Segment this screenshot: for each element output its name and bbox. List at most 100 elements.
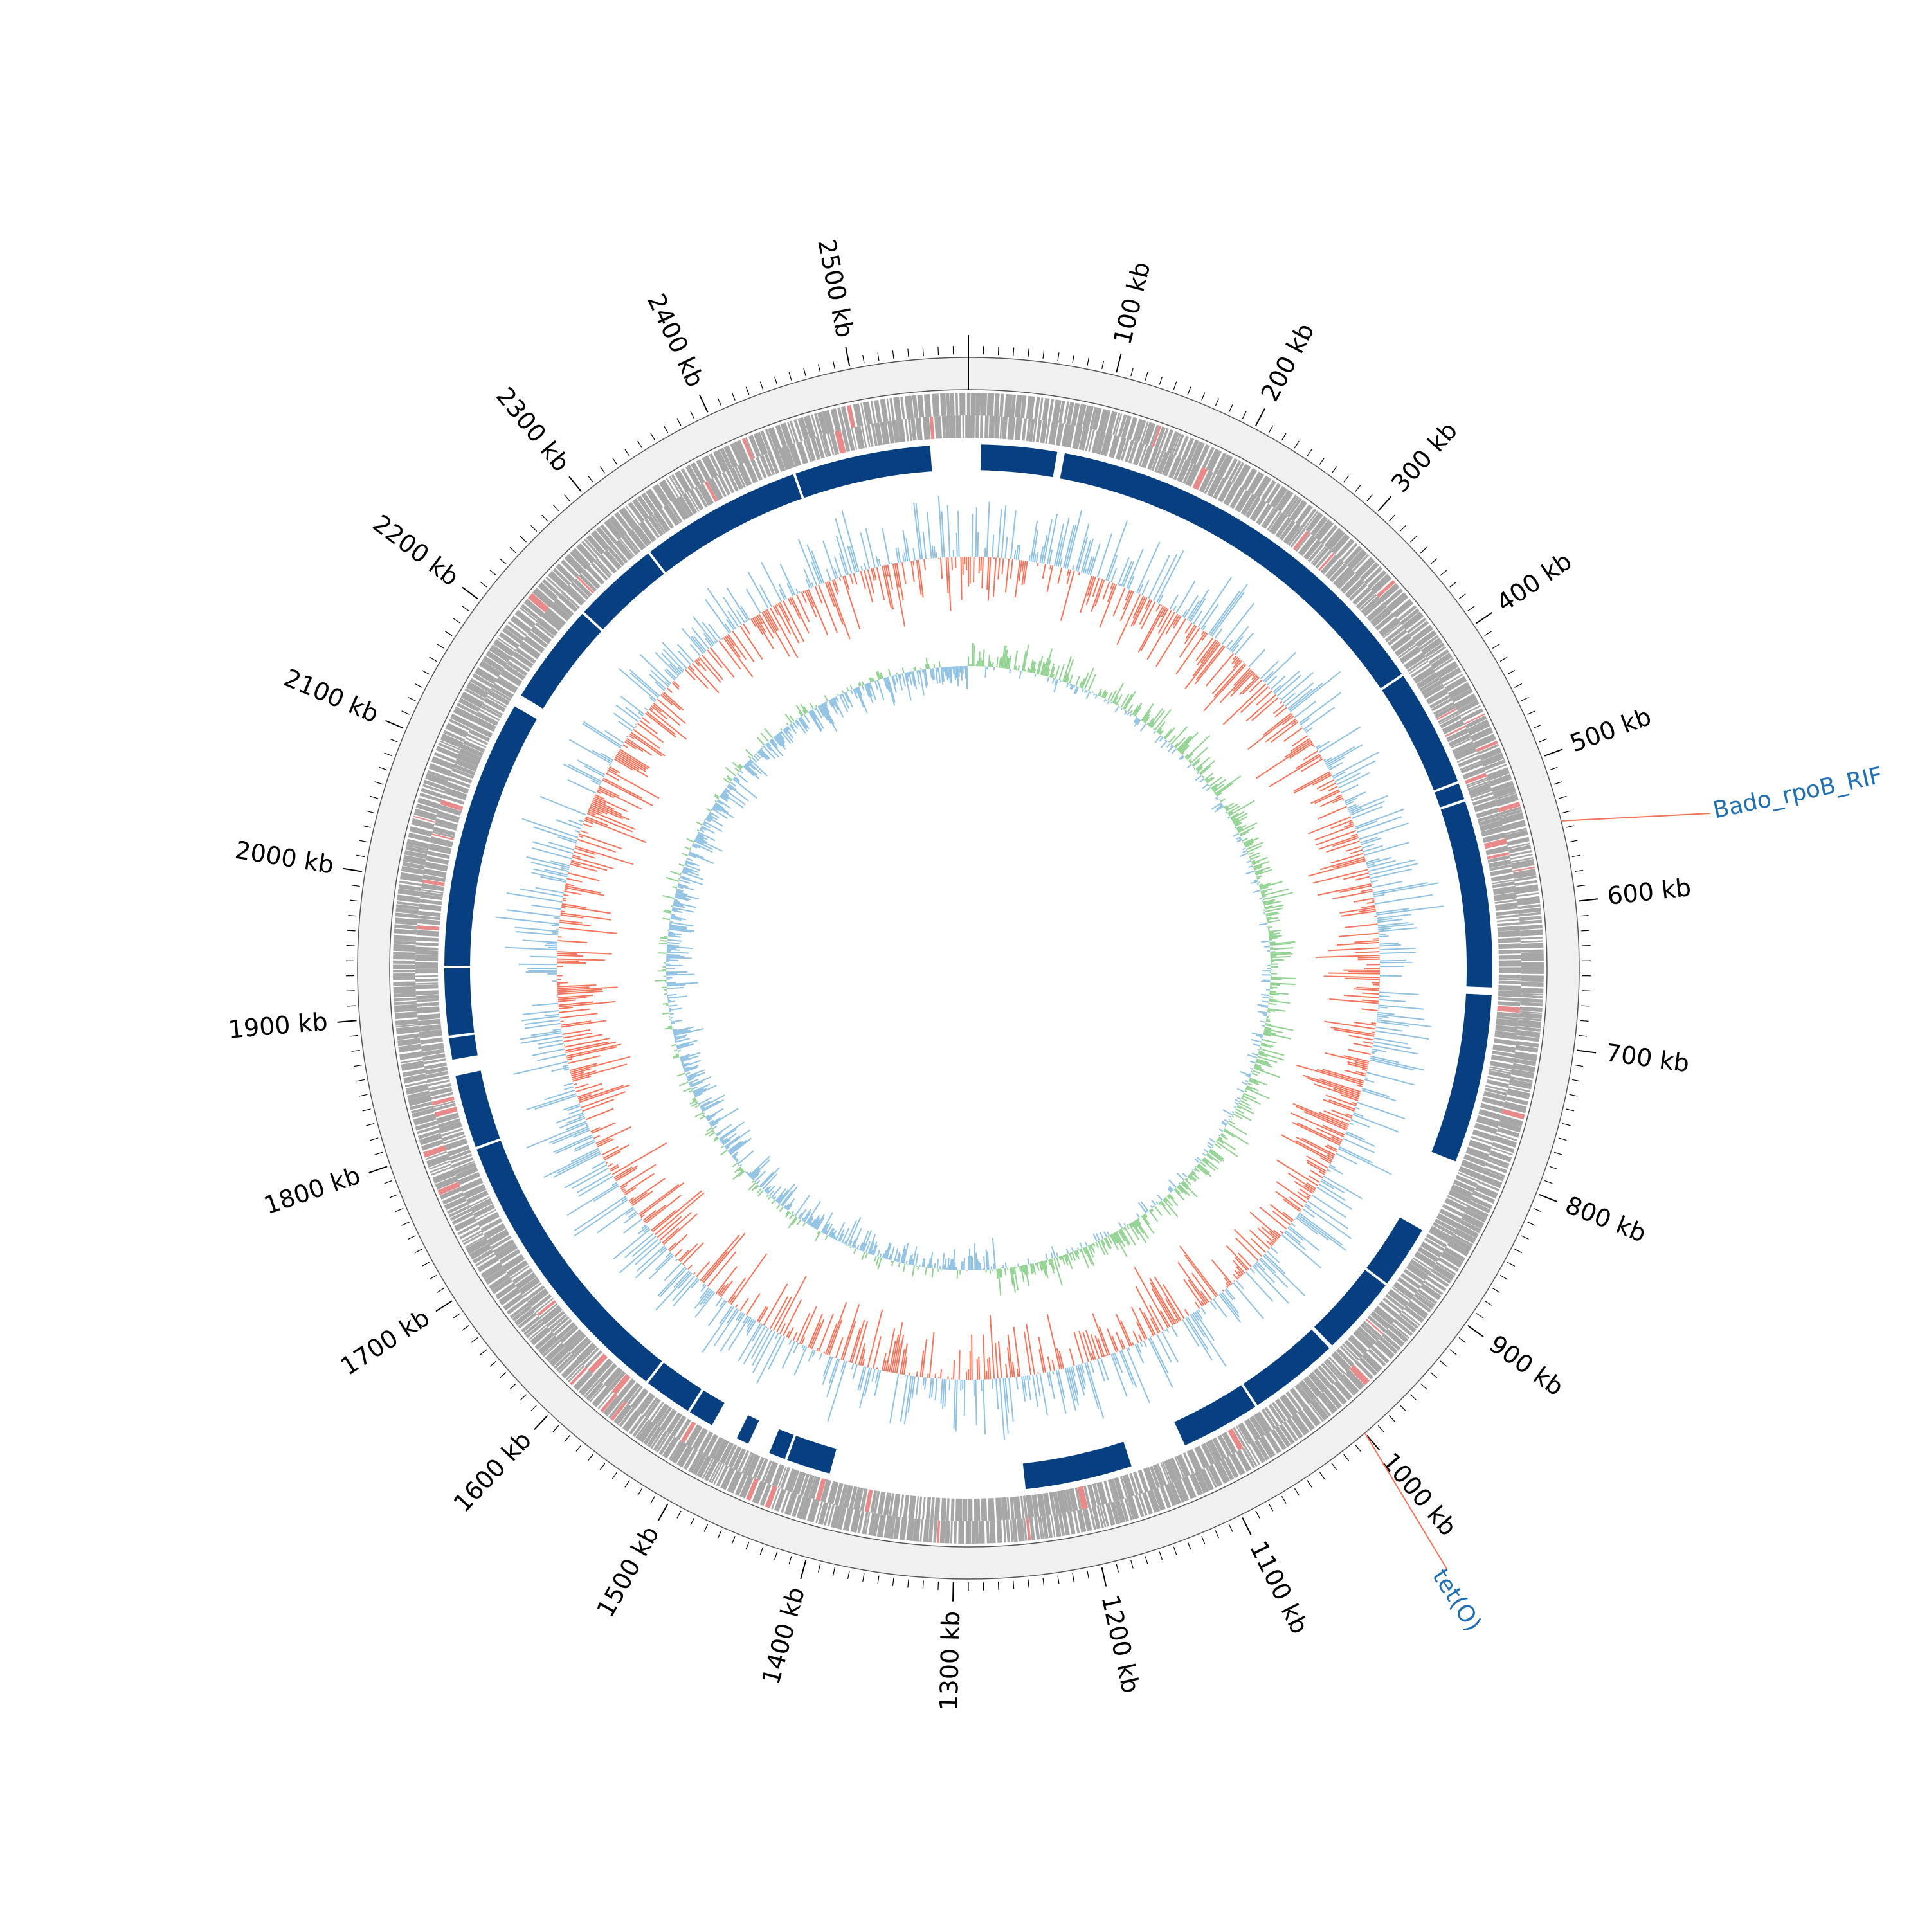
gc-skew-bar	[1086, 691, 1087, 693]
gc-content-bar	[523, 940, 558, 942]
gc-content-bar	[977, 532, 978, 557]
gc-content-bar	[646, 713, 676, 737]
gc-skew-bar	[1269, 994, 1279, 995]
gc-content-bar	[1355, 952, 1380, 953]
gc-content-bar	[1195, 647, 1225, 685]
gc-skew-bar	[1228, 817, 1230, 818]
minor-tick	[445, 631, 452, 636]
gc-skew-bar	[777, 1204, 780, 1208]
tick-label: 2100 kb	[280, 664, 383, 728]
minor-tick	[1566, 826, 1575, 827]
gc-content-bar	[1157, 550, 1184, 602]
gc-skew-bar	[746, 750, 753, 757]
gc-skew-bar	[677, 1073, 685, 1076]
gc-content-bar	[728, 1278, 745, 1303]
gc-content-bar	[1166, 1329, 1168, 1333]
gc-content-bar	[1320, 757, 1321, 758]
cds-feature	[416, 990, 439, 995]
gc-skew-bar	[1025, 669, 1026, 671]
blast-block	[981, 444, 1057, 477]
gc-content-bar	[956, 1380, 957, 1432]
gc-skew-bar	[690, 848, 691, 849]
gc-content-bar	[945, 1379, 946, 1407]
cds-feature	[394, 925, 417, 930]
gc-content-bar	[1185, 1255, 1217, 1297]
minor-tick	[363, 1109, 371, 1111]
gc-skew-bar	[689, 1091, 693, 1092]
gc-content-bar	[577, 839, 615, 852]
gc-skew-bar	[768, 1196, 771, 1199]
gc-skew-bar	[1036, 1263, 1037, 1265]
cds-feature	[946, 1498, 950, 1521]
cds-feature	[975, 415, 979, 438]
minor-tick	[356, 1079, 365, 1081]
gc-content-bar	[554, 1153, 601, 1177]
gc-content-bar	[1002, 505, 1006, 558]
gc-content-bar	[1363, 1042, 1373, 1043]
gc-skew-bar	[1262, 1001, 1269, 1002]
gc-skew-bar	[1082, 673, 1089, 688]
minor-tick	[1319, 1472, 1324, 1479]
cds-feature	[900, 1495, 904, 1517]
gc-content-bar	[1375, 895, 1433, 904]
gc-content-bar	[815, 586, 822, 603]
gc-skew-bar	[1204, 1149, 1208, 1152]
gc-content-bar	[955, 557, 956, 568]
minor-tick	[1307, 1480, 1312, 1487]
cds-feature	[988, 416, 995, 438]
gc-content-bar	[981, 1380, 982, 1391]
cds-feature	[1498, 990, 1521, 997]
cds-feature	[1497, 1006, 1520, 1013]
gc-content-bar	[1288, 689, 1312, 709]
gc-content-bar	[565, 889, 567, 890]
gc-skew-bar	[679, 864, 684, 866]
gc-content-bar	[913, 548, 914, 561]
minor-tick	[1554, 782, 1562, 784]
gc-content-bar	[1050, 565, 1051, 569]
gc-skew-bar	[752, 1181, 754, 1182]
gc-content-bar	[1371, 1052, 1375, 1053]
cds-feature	[922, 1497, 926, 1519]
gc-skew-bar	[851, 685, 852, 689]
gc-content-bar	[913, 561, 914, 566]
minor-tick	[1058, 352, 1059, 361]
cds-feature	[967, 393, 968, 415]
tick-label: 1800 kb	[260, 1161, 364, 1220]
gc-skew-bar	[712, 1126, 716, 1129]
minor-tick	[1562, 811, 1571, 813]
gc-content-bar	[1298, 1192, 1309, 1200]
gc-content-bar	[1192, 1314, 1226, 1366]
gc-skew-bar	[1051, 1252, 1053, 1258]
gc-content-bar	[1147, 612, 1175, 660]
gc-skew-bar	[1046, 1254, 1047, 1260]
minor-tick	[363, 826, 371, 827]
gc-skew-bar	[1260, 881, 1283, 888]
gc-skew-bar	[956, 666, 957, 678]
gc-skew-bar	[985, 667, 986, 678]
gc-skew-bar	[668, 935, 681, 937]
minor-tick	[395, 1209, 403, 1212]
gc-skew-bar	[668, 1001, 675, 1002]
gc-content-bar	[948, 557, 950, 611]
cds-feature	[941, 1498, 946, 1521]
gc-skew-bar	[671, 1020, 682, 1022]
gc-skew-bar	[1128, 712, 1129, 715]
gc-content-bar	[620, 1239, 658, 1273]
gc-content-bar	[1323, 976, 1379, 977]
gc-content-bar	[1309, 817, 1351, 833]
gc-skew-bar	[1270, 952, 1291, 953]
scale-ticks	[338, 335, 1598, 1602]
gc-content-bar	[1291, 1223, 1295, 1227]
gc-skew-bar	[1055, 666, 1059, 679]
gc-content-bar	[1371, 1023, 1376, 1024]
minor-tick	[1229, 1524, 1233, 1532]
gc-skew-bar	[1160, 737, 1163, 741]
gc-content-bar	[1260, 1259, 1288, 1288]
major-tick	[700, 395, 708, 412]
minor-tick	[471, 1337, 478, 1342]
major-tick	[1116, 354, 1121, 372]
gc-skew-bar	[707, 1128, 712, 1131]
cds-feature	[940, 393, 946, 416]
minor-tick	[480, 582, 487, 587]
gc-content-bar	[1332, 891, 1372, 899]
